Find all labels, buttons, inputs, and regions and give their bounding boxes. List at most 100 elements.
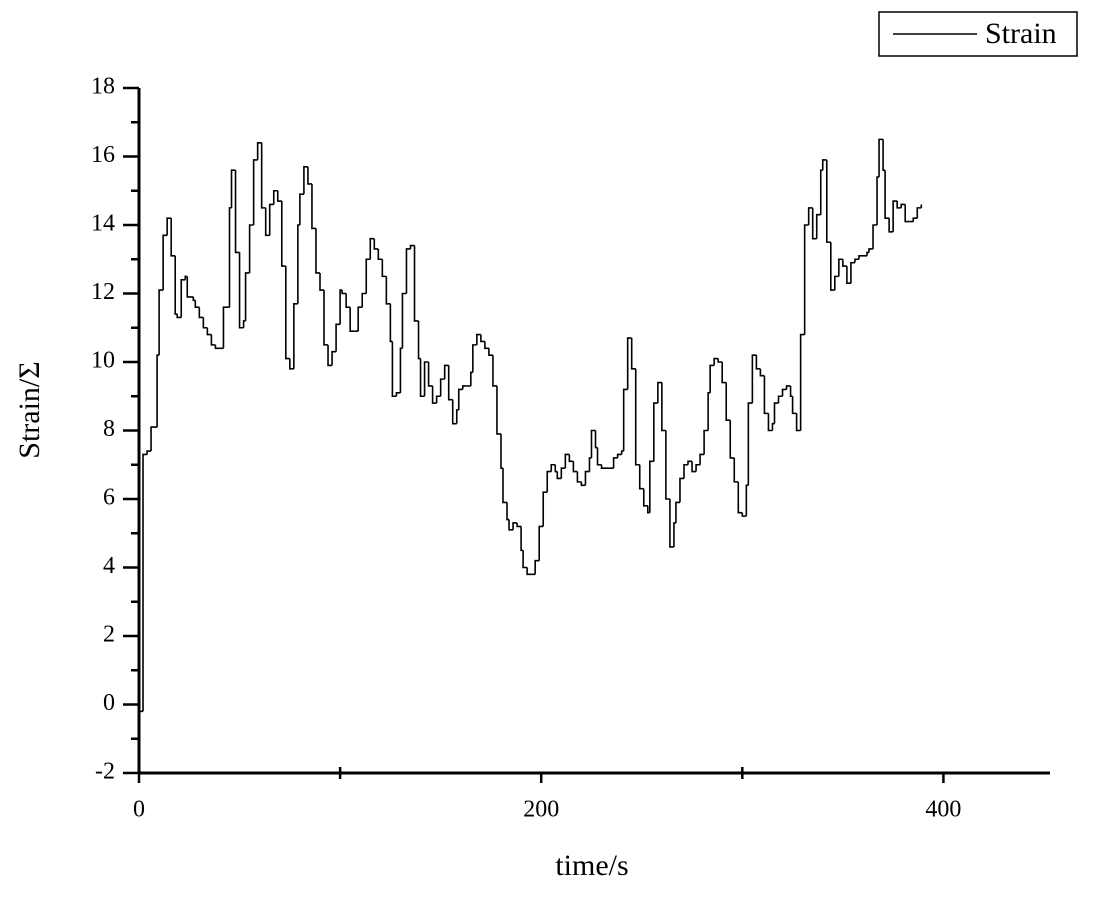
line-step [642,488,648,507]
line-step [773,402,779,424]
line-step [272,189,278,205]
line-step [665,430,670,500]
line-step [616,453,622,458]
line-step [825,159,831,243]
line-step [210,334,216,346]
line-step [276,190,282,202]
line-step [534,559,540,575]
line-step [391,341,397,398]
y-tick-label: -2 [95,759,115,785]
line-step [904,204,910,223]
line-step [423,361,429,397]
line-step [319,272,325,291]
line-step [492,355,497,387]
x-tick-label: 0 [133,797,145,823]
line-step [142,453,148,712]
line-step [230,169,236,208]
line-step [785,385,791,390]
line-step [687,460,693,465]
line-step [447,365,453,401]
line-step [176,314,182,319]
line-step [395,392,401,397]
line-step [572,461,578,473]
line-step [349,307,355,332]
line-step [170,218,176,257]
line-step [307,166,312,185]
y-tick-label: 18 [91,74,115,100]
line-step [630,338,636,370]
line-step [669,499,674,548]
line-step [725,382,731,422]
y-tick-label: 16 [91,142,115,168]
line-step [747,402,753,486]
line-step [303,165,308,195]
line-step [401,292,407,349]
line-step [357,306,363,332]
y-tick-label: 12 [91,279,115,305]
legend-label: Strain [985,17,1057,50]
line-step [268,203,274,236]
line-step [584,470,590,486]
line-step [365,258,371,294]
line-step [560,467,566,479]
line-step [451,399,457,425]
line-step [657,381,662,404]
line-step [556,471,562,480]
line-step [516,522,522,528]
line-step [435,395,441,404]
line-step [252,159,258,225]
line-step [721,362,727,384]
line-step [248,224,254,273]
line-step [331,350,337,366]
line-step [626,337,632,390]
line-step [600,464,610,469]
line-step [361,292,367,308]
line-step [214,344,220,350]
line-step [807,207,813,225]
line-step [763,375,769,415]
line-step [222,306,230,349]
line-step [522,550,528,569]
line-step [427,362,433,387]
line-step [385,276,391,305]
line-step [612,457,618,469]
line-step [842,259,847,267]
line-step [912,217,918,222]
y-tick-label: 2 [103,622,115,648]
line-step [888,218,894,233]
line-step [472,344,477,373]
line-step [777,395,783,404]
x-tick-label: 400 [925,797,961,823]
line-step [829,242,835,291]
line-step [409,244,415,249]
line-step [289,358,294,370]
line-step [369,237,375,260]
line-step [850,261,855,284]
line-step [781,388,787,397]
y-tick-label: 8 [103,416,115,442]
line-step [542,491,548,527]
line-step [405,248,411,294]
line-step [834,275,839,291]
line-step [568,454,574,463]
line-step [733,457,739,483]
line-step [315,228,320,274]
line-step [311,183,316,230]
line-step [158,289,164,356]
line-step [198,307,204,319]
line-step [146,450,152,455]
line-step [194,300,200,308]
y-tick-label: 4 [103,553,115,579]
line-step [638,464,644,490]
line-step [377,248,383,261]
line-step [755,355,761,370]
line-step [699,453,705,465]
x-tick-label: 200 [523,797,559,823]
line-step [868,248,874,253]
line-step [476,333,481,345]
line-step [327,344,333,367]
line-step [443,364,449,380]
line-step [695,463,701,472]
line-step [717,358,723,363]
